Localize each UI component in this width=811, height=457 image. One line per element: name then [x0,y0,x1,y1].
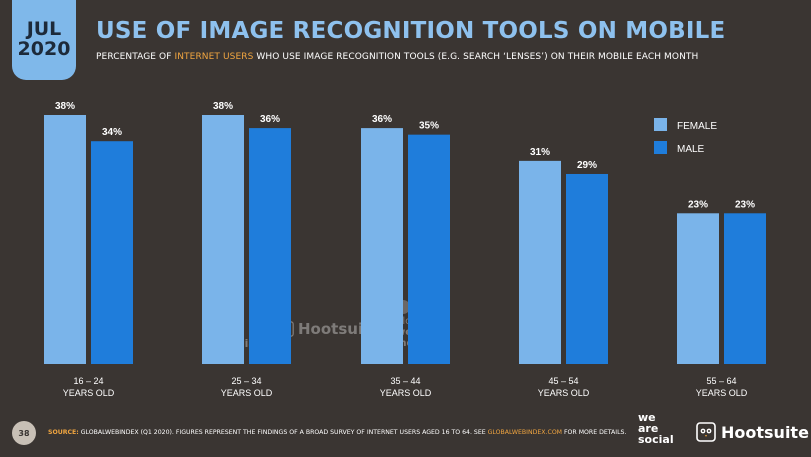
bar-female-3 [519,160,561,364]
legend-label-female: FEMALE [677,121,717,132]
source-link[interactable]: GLOBALWEBINDEX.COM [487,429,563,436]
footer: 38 SOURCE: GLOBALWEBINDEX (Q1 2020). FIG… [0,412,811,457]
bar-chart: 38% 34% 16 – 24 YEARS OLD 38% 36% 25 – 34 YEARS… [44,101,766,398]
badge-year: 2020 [17,38,71,60]
data-label-male-0: 34% [102,127,122,138]
bar-male-0 [91,141,133,364]
source-label: SOURCE: [48,429,79,436]
data-label-male-1: 36% [260,114,280,125]
page-subtitle: PERCENTAGE OF INTERNET USERS WHO USE IMA… [96,52,698,62]
category-label-2: 35 – 44 [390,376,420,386]
legend-swatch-female [654,118,667,131]
category-label-1: YEARS OLD [221,388,273,398]
category-label-2: YEARS OLD [380,388,432,398]
logo-ws-line: are [638,422,659,435]
legend-swatch-male [654,141,667,154]
category-label-3: 45 – 54 [548,376,578,386]
data-label-female-2: 36% [372,114,392,125]
hootsuite-logo: Hootsuite [696,422,809,442]
data-label-male-4: 23% [735,199,755,210]
category-label-0: YEARS OLD [63,388,115,398]
legend-label-male: MALE [677,144,705,155]
wm-gwi-line: web [396,327,420,338]
bar-male-3 [566,173,608,364]
wearesocial-logo: we are social [638,412,674,445]
data-label-male-2: 35% [419,121,439,132]
bar-male-4 [724,213,766,364]
subtitle-pre: PERCENTAGE OF [96,52,175,62]
logo-ws-line: social [638,433,674,446]
category-label-4: YEARS OLD [696,388,748,398]
source-text: GLOBALWEBINDEX (Q1 2020). FIGURES REPRES… [78,429,488,436]
date-badge: JUL 2020 [12,0,76,80]
hootsuite-text: Hootsuite [721,422,809,442]
logo-ws-line: we [638,411,656,424]
data-label-female-4: 23% [688,199,708,210]
category-label-3: YEARS OLD [538,388,590,398]
page-number: 38 [12,421,36,445]
source-tail: FOR MORE DETAILS. [562,429,627,436]
bar-female-2 [361,128,403,364]
bar-female-4 [677,213,719,364]
data-label-female-3: 31% [530,147,550,158]
category-label-1: 25 – 34 [231,376,261,386]
badge-month: JUL [26,18,62,41]
subtitle-post: WHO USE IMAGE RECOGNITION TOOLS (E.G. SE… [253,52,699,62]
page-title: USE OF IMAGE RECOGNITION TOOLS ON MOBILE [96,18,726,44]
bar-female-1 [202,115,244,364]
bar-male-2 [408,134,450,364]
bar-female-0 [44,115,86,364]
category-label-0: 16 – 24 [73,376,103,386]
subtitle-highlight: INTERNET USERS [174,52,254,62]
source-note: SOURCE: GLOBALWEBINDEX (Q1 2020). FIGURE… [48,429,626,436]
data-label-female-1: 38% [213,101,233,112]
category-label-4: 55 – 64 [706,376,736,386]
data-label-male-3: 29% [577,160,597,171]
bar-male-1 [249,128,291,364]
wm-hootsuite-text: Hootsuite [298,320,381,338]
owl-icon [696,422,716,442]
data-label-female-0: 38% [55,101,75,112]
